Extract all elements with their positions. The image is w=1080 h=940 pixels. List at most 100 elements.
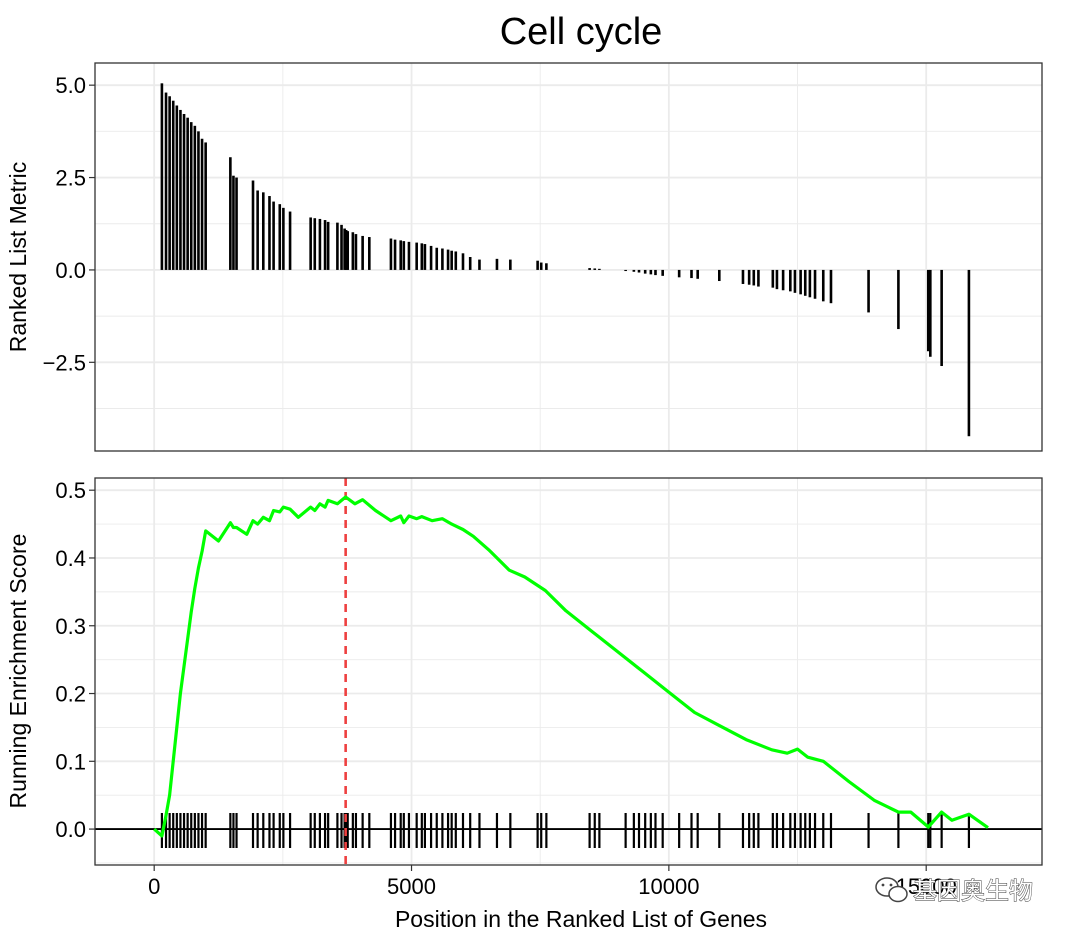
metric-bar <box>197 131 200 270</box>
bottom-panel-border <box>94 477 1043 866</box>
metric-bar <box>389 238 393 270</box>
metric-bar <box>775 269 779 290</box>
metric-bar <box>803 269 807 296</box>
metric-bar <box>967 269 971 437</box>
metric-bar <box>229 157 232 270</box>
metric-bar <box>637 269 641 273</box>
metric-bar <box>179 109 182 270</box>
metric-bar <box>261 192 265 270</box>
metric-bar <box>193 125 197 270</box>
metric-bar <box>336 222 339 270</box>
metric-bar <box>461 253 465 270</box>
bottom-y-axis-label: Running Enrichment Score <box>5 534 31 809</box>
metric-bar <box>402 241 406 270</box>
metric-bar <box>256 190 259 270</box>
top-y-axis: −2.5 0.0 2.5 5.0 <box>43 73 95 375</box>
metric-bar <box>343 228 346 270</box>
metric-bar <box>867 269 870 313</box>
chart-title: Cell cycle <box>500 11 663 53</box>
metric-bar <box>793 269 797 293</box>
metric-bar <box>717 269 721 282</box>
wechat-icon <box>875 877 908 903</box>
enrichment-panel: 0.00.10.20.30.40.5 0 5000 10000 15000 Runni… <box>5 477 1043 932</box>
metric-bar <box>361 235 364 270</box>
metric-bar <box>435 247 439 270</box>
metric-bar <box>598 268 601 270</box>
metric-bar <box>821 269 825 302</box>
metric-bar <box>588 268 591 270</box>
metric-bar <box>926 269 930 352</box>
metric-bar <box>272 201 275 270</box>
metric-bar <box>929 269 932 357</box>
metric-bar <box>171 100 175 270</box>
metric-bar <box>429 245 433 270</box>
top-y-tick-label: −2.5 <box>43 350 86 375</box>
metric-bar <box>340 224 343 270</box>
metric-bar <box>781 269 785 291</box>
metric-bar <box>536 260 539 270</box>
bottom-y-tick-label: 0.4 <box>55 546 86 571</box>
metric-bar <box>741 269 745 284</box>
metric-bar <box>757 269 760 287</box>
metric-bar <box>478 259 481 270</box>
metric-bar <box>468 257 472 270</box>
metric-bar <box>789 269 792 292</box>
metric-bar <box>450 250 453 270</box>
metric-bar <box>752 269 756 286</box>
metric-bar <box>160 83 164 270</box>
metric-bar <box>643 269 647 274</box>
bottom-y-tick-label: 0.2 <box>55 682 86 707</box>
bottom-y-tick-label: 0.0 <box>55 817 86 842</box>
metric-bar <box>204 142 207 270</box>
bottom-y-tick-label: 0.3 <box>55 614 86 639</box>
metric-bar <box>313 218 317 270</box>
metric-bar <box>407 241 411 270</box>
metric-bar <box>661 269 664 276</box>
metric-bar <box>354 234 358 270</box>
metric-bar <box>282 207 285 270</box>
bottom-y-tick-label: 0.5 <box>55 478 86 503</box>
metric-bar <box>539 262 543 270</box>
metric-bar <box>813 269 817 299</box>
metric-bar <box>288 211 292 270</box>
top-panel-border <box>94 62 1043 452</box>
metric-bar <box>829 269 833 304</box>
metric-bar <box>278 204 282 270</box>
bottom-y-axis: 0.0 0.1 0.2 0.3 0.4 0.5 <box>55 478 95 842</box>
metric-bar <box>175 105 179 270</box>
metric-bar <box>454 251 458 270</box>
top-y-tick-label: 5.0 <box>55 73 86 98</box>
metric-bar <box>632 269 636 272</box>
metric-bar <box>771 269 775 288</box>
ranked-metric-panel: −2.5 0.0 2.5 5.0 Ranked List Metric <box>5 62 1043 452</box>
metric-bar <box>423 244 427 270</box>
top-y-tick-label: 0.0 <box>55 258 86 283</box>
metric-bar <box>940 269 943 367</box>
metric-bar <box>251 180 255 270</box>
metric-bar <box>326 221 330 270</box>
metric-bar <box>399 240 403 270</box>
metric-bar <box>186 117 189 270</box>
metric-bar <box>446 249 450 270</box>
x-axis: 0 5000 10000 15000 <box>148 865 957 899</box>
metric-bar <box>323 220 327 270</box>
x-axis-label: Position in the Ranked List of Genes <box>395 906 767 932</box>
metric-bar <box>189 122 193 270</box>
metric-bar <box>677 269 681 278</box>
x-tick-label: 10000 <box>638 874 699 899</box>
metric-bar <box>495 258 499 270</box>
metric-bar <box>747 269 751 285</box>
metric-bar <box>545 263 548 270</box>
metric-bar <box>344 230 348 270</box>
metric-bar <box>351 232 355 270</box>
metric-bar <box>393 239 397 270</box>
watermark-text: 基因奥生物 <box>913 878 1033 905</box>
metric-bar <box>654 269 657 276</box>
metric-bar <box>690 269 693 279</box>
metric-bar <box>624 269 627 272</box>
metric-bar <box>268 196 271 270</box>
top-y-tick-label: 2.5 <box>55 166 86 191</box>
metric-bar <box>696 269 699 279</box>
metric-bar <box>799 269 802 295</box>
